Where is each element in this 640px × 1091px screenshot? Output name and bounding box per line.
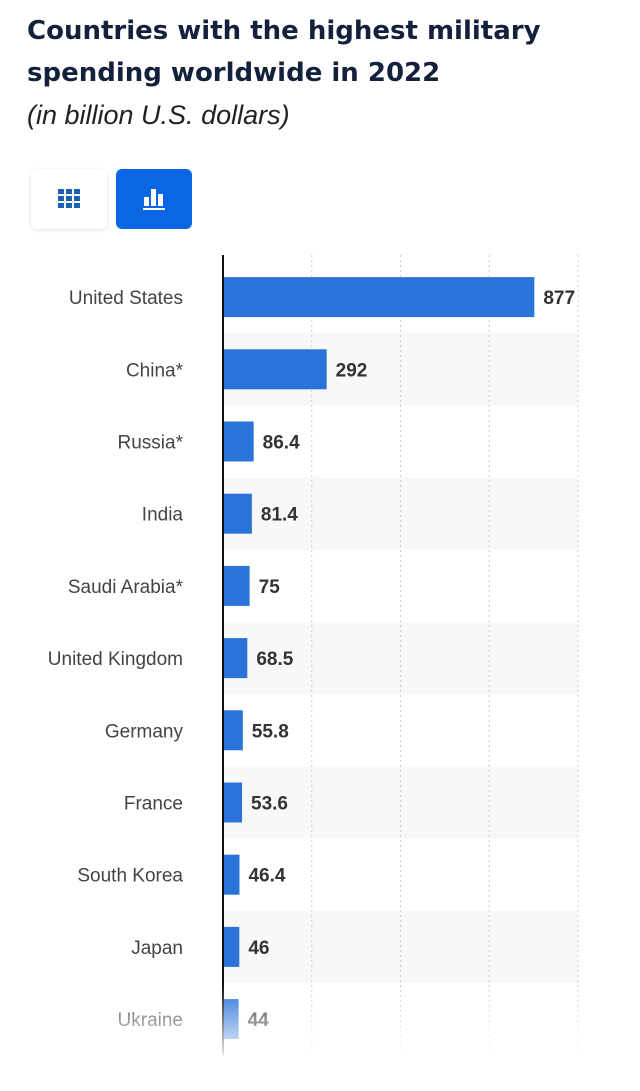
bar	[223, 782, 243, 823]
category-label: China*	[126, 360, 184, 381]
row-band	[223, 477, 578, 550]
category-label: France	[124, 794, 183, 815]
value-label: 81.4	[261, 505, 298, 526]
value-label: 44	[248, 1010, 270, 1031]
category-label: United States	[69, 288, 183, 309]
value-label: 86.4	[263, 433, 300, 454]
chart-subtitle: (in billion U.S. dollars)	[27, 100, 290, 130]
value-label: 46	[248, 938, 269, 959]
category-label: Saudi Arabia*	[68, 577, 184, 598]
bar	[223, 277, 535, 318]
category-label: Ukraine	[118, 1010, 183, 1031]
category-label: India	[142, 505, 184, 526]
chart-view-button[interactable]	[116, 169, 192, 229]
value-label: 75	[259, 577, 281, 598]
bar	[223, 854, 240, 895]
bar	[223, 638, 248, 679]
category-label: Germany	[105, 721, 184, 742]
value-label: 46.4	[248, 866, 285, 887]
bar	[223, 349, 327, 390]
value-label: 68.5	[256, 649, 293, 670]
category-label: Russia*	[118, 433, 184, 454]
grid-icon	[58, 189, 80, 208]
value-label: 55.8	[252, 721, 289, 742]
bar	[223, 999, 239, 1040]
value-label: 877	[543, 288, 575, 309]
bar-chart-icon	[143, 189, 165, 210]
chart-title: Countries with the highest military spen…	[27, 16, 541, 88]
bar-chart: United States 877 China* 292 Russia* 86.4 Indi…	[48, 255, 579, 1056]
bar	[223, 493, 252, 534]
category-label: Japan	[131, 938, 183, 959]
category-label: South Korea	[77, 866, 183, 887]
bar	[223, 710, 243, 751]
bar	[223, 421, 254, 462]
value-label: 292	[336, 360, 368, 381]
bar	[223, 565, 250, 606]
value-label: 53.6	[251, 794, 288, 815]
table-view-button[interactable]	[31, 169, 107, 229]
row-band	[223, 622, 578, 695]
category-label: United Kingdom	[48, 649, 183, 670]
bar	[223, 926, 240, 967]
